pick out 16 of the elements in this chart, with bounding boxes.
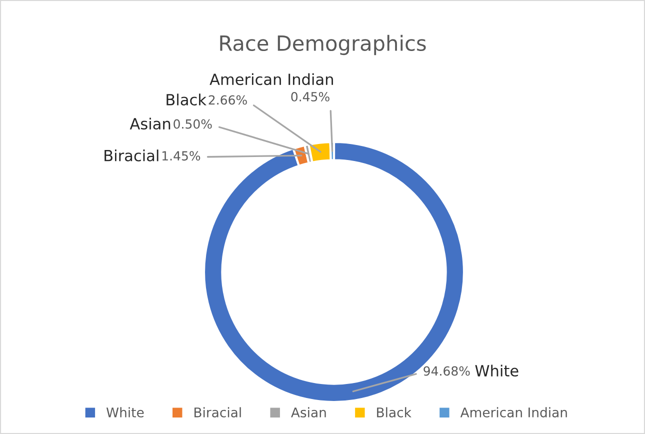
data-label: 0.50% bbox=[174, 119, 212, 129]
legend-label: White bbox=[106, 407, 144, 418]
slice-label: Black bbox=[166, 94, 206, 106]
data-label: 94.68% bbox=[424, 366, 470, 376]
data-label: 0.45% bbox=[291, 92, 330, 102]
legend-label: Black bbox=[377, 407, 412, 418]
slice-label: White bbox=[475, 364, 518, 377]
slice-label: Biracial bbox=[104, 150, 158, 162]
legend-label: Biracial bbox=[194, 407, 241, 418]
slice-label: American Indian bbox=[210, 73, 333, 86]
slice-label: Asian bbox=[130, 118, 170, 130]
data-label: 1.45% bbox=[162, 151, 200, 161]
legend-label: Asian bbox=[291, 407, 326, 418]
data-label: 2.66% bbox=[208, 95, 247, 105]
legend-label: American Indian bbox=[460, 407, 567, 418]
chart-title: Race Demographics bbox=[220, 34, 426, 56]
